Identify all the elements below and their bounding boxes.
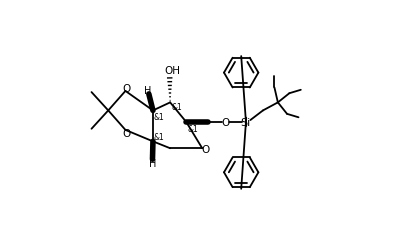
- Text: Si: Si: [241, 117, 251, 127]
- Text: &1: &1: [187, 124, 198, 133]
- Text: O: O: [123, 84, 131, 94]
- Text: H: H: [149, 158, 157, 168]
- Text: O: O: [201, 145, 209, 155]
- Text: O: O: [123, 128, 131, 138]
- Text: &1: &1: [154, 113, 165, 122]
- Text: &1: &1: [172, 103, 182, 112]
- Text: OH: OH: [164, 66, 180, 76]
- Text: &1: &1: [154, 132, 165, 141]
- Text: O: O: [221, 117, 229, 127]
- Text: H: H: [144, 86, 152, 96]
